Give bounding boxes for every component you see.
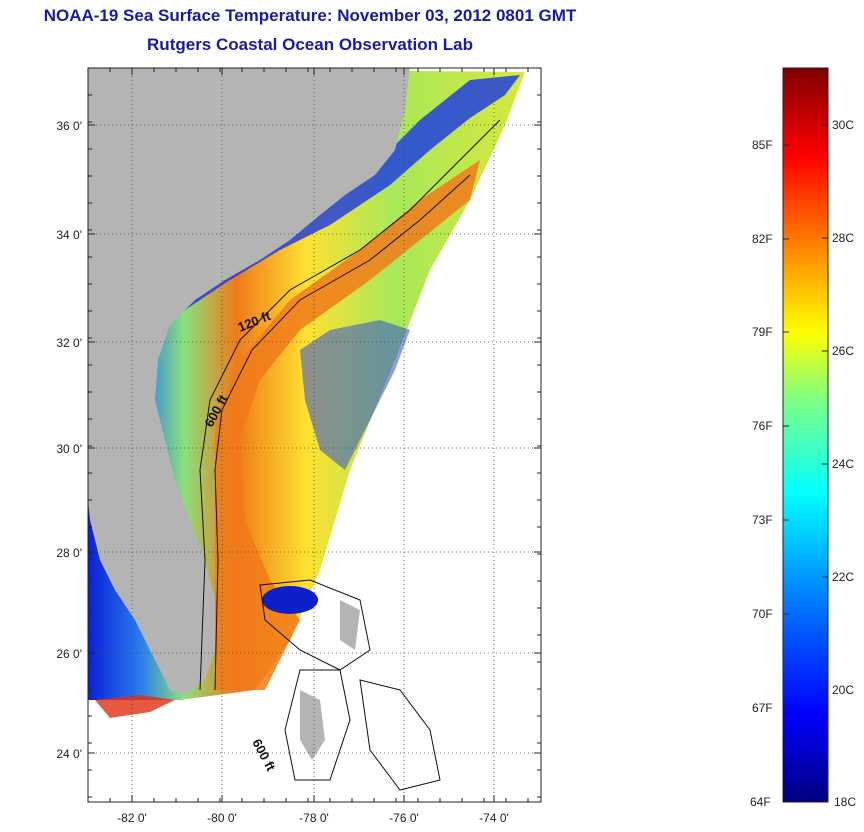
land-mainland [88,68,410,695]
colorbar-c-label: 30C [832,118,855,132]
colorbar-f-label: 67F [752,701,773,715]
colorbar-min-c: 18C [834,795,857,809]
colorbar-c-label: 26C [832,344,855,358]
lon-tick-label: -74 0' [479,811,509,825]
cloud-region [300,320,410,470]
contour-600ft [214,174,471,691]
map-title: NOAA-19 Sea Surface Temperature: Novembe… [43,6,577,25]
lon-tick-label: -82 0' [117,811,147,825]
lat-tick-label: 34 0' [56,228,82,242]
colorbar-min-f: 64F [750,795,771,809]
colorbar-c-label: 24C [832,457,855,471]
lat-tick-label: 32 0' [56,336,82,350]
cold-patch [262,586,318,614]
colorbar-c-label: 28C [832,231,855,245]
lon-tick-label: -78 0' [299,811,329,825]
lat-tick-label: 30 0' [56,442,82,456]
lat-tick-label: 24 0' [56,747,82,761]
colorbar-f-label: 73F [752,513,773,527]
lon-tick-label: -76 0' [389,811,419,825]
colorbar-f-label: 85F [752,138,773,152]
colorbar-f-label: 82F [752,232,773,246]
colorbar-c-label: 22C [832,570,855,584]
colorbar-f-label: 79F [752,325,773,339]
lat-tick-label: 36 0' [56,119,82,133]
colorbar [782,67,829,803]
contour-bahamas [259,579,441,791]
keys-speckle [95,695,175,718]
gulf-stream-band [215,160,480,690]
lat-tick-labels: 36 0' 34 0' 32 0' 30 0' 28 0' 26 0' 24 0… [56,119,82,761]
colorbar-f-label: 76F [752,419,773,433]
colorbar-c-label: 20C [832,683,855,697]
land-bahamas [300,690,325,760]
lat-tick-label: 26 0' [56,647,82,661]
lon-tick-labels: -82 0' -80 0' -78 0' -76 0' -74 0' [117,811,509,825]
lon-tick-label: -80 0' [207,811,237,825]
land-abaco [340,600,360,650]
map-subtitle: Rutgers Coastal Ocean Observation Lab [147,35,473,54]
tick-marks [88,68,541,802]
contour-120ft [199,119,501,691]
lat-tick-label: 28 0' [56,546,82,560]
colorbar-f-label: 70F [752,607,773,621]
colorbar-ticks [783,124,828,709]
